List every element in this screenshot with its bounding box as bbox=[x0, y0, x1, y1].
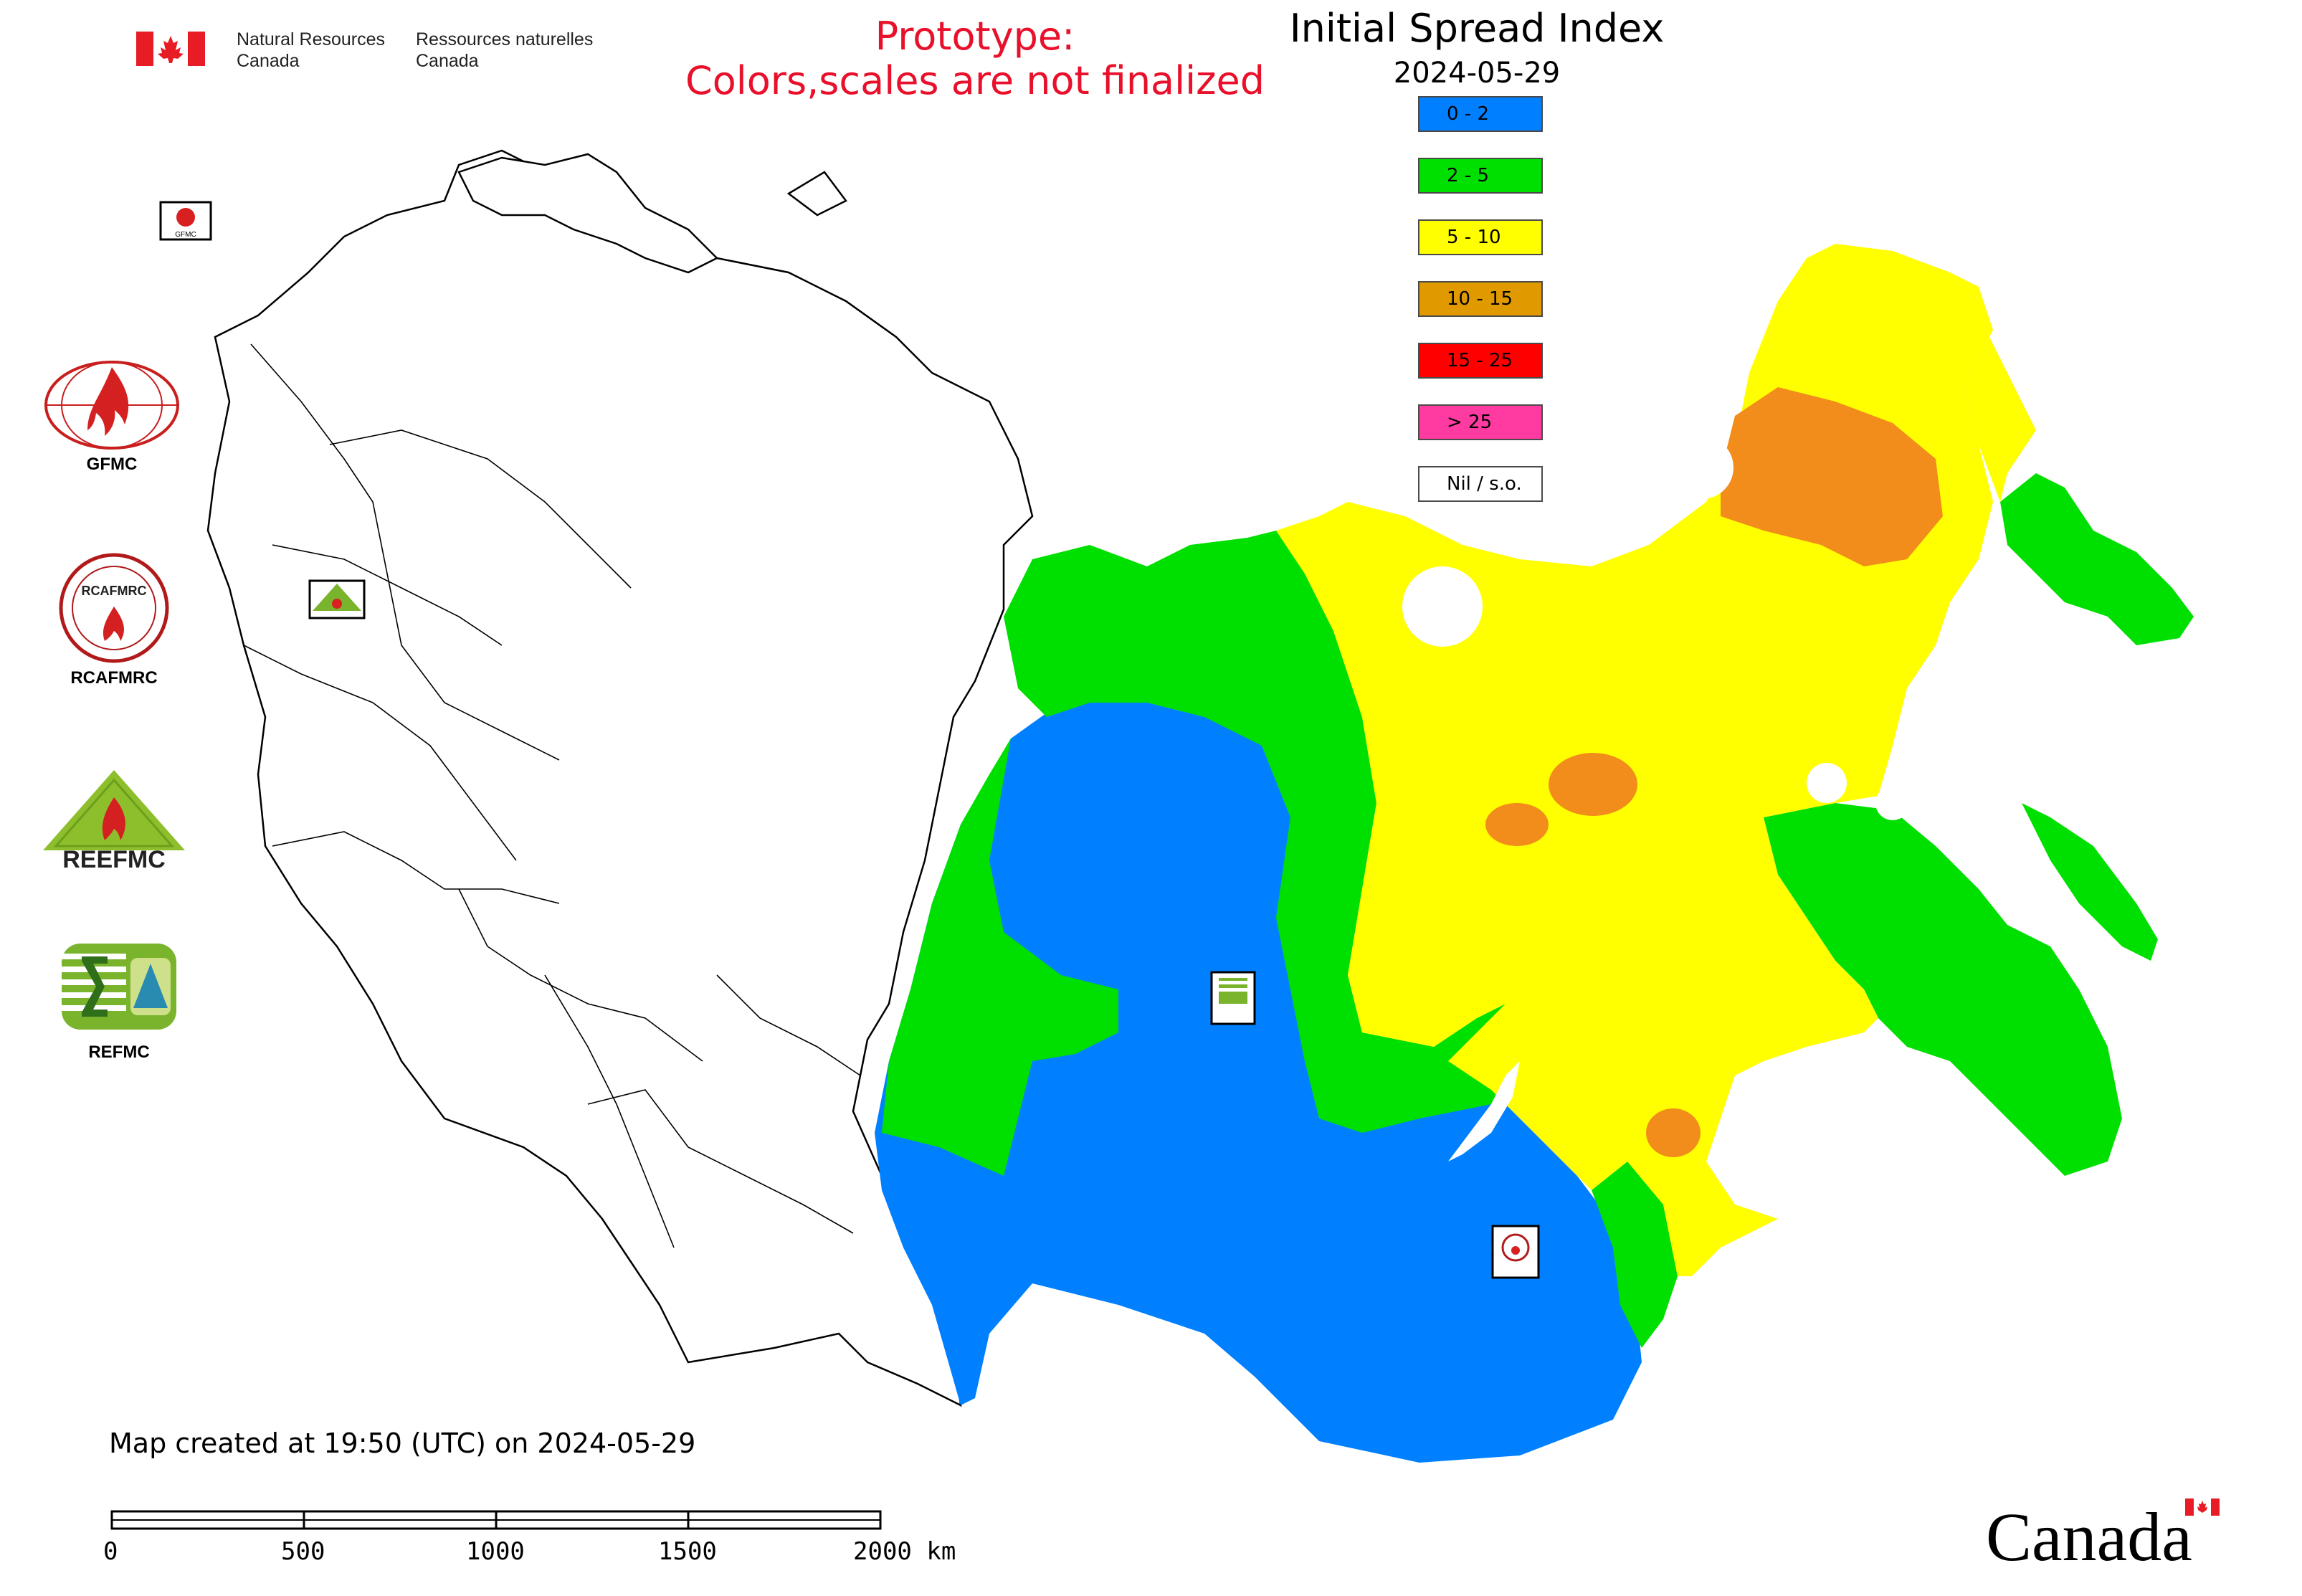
legend-label: 0 - 2 bbox=[1447, 103, 1489, 125]
dept-name-fr: Ressources naturelles Canada bbox=[416, 29, 593, 72]
legend-label: 2 - 5 bbox=[1447, 165, 1489, 186]
legend-item-2: 5 - 10 bbox=[1418, 219, 1543, 255]
map-logo-reefmc bbox=[308, 579, 366, 619]
class-2-5-south bbox=[1592, 1162, 1678, 1348]
scale-bar-graphic bbox=[110, 1510, 882, 1530]
rcafmrc-caption: RCAFMRC bbox=[70, 668, 158, 688]
gfmc-logo: GFMC bbox=[40, 358, 191, 475]
reefmc-logo: REEFMC bbox=[39, 766, 189, 876]
nil-area bbox=[1807, 763, 1847, 803]
legend-item-4: 15 - 25 bbox=[1418, 343, 1543, 379]
spread-index-raster bbox=[875, 244, 2194, 1463]
dept-en-line2: Canada bbox=[237, 51, 300, 71]
lake-baikal bbox=[1448, 1061, 1520, 1162]
class-2-5-north bbox=[1004, 531, 1520, 1133]
canada-wordmark: Canada bbox=[1986, 1491, 2230, 1575]
canada-wordmark-text: Canada bbox=[1986, 1498, 2192, 1570]
dept-fr-line1: Ressources naturelles bbox=[416, 29, 594, 49]
maple-leaf-icon bbox=[2185, 1498, 2220, 1516]
scale-label-0: 0 bbox=[103, 1537, 118, 1566]
legend-label: > 25 bbox=[1447, 412, 1493, 433]
rcafmrc-logo: RCAFMRC RCAFMRC bbox=[53, 551, 175, 688]
dept-fr-line2: Canada bbox=[416, 51, 479, 71]
reefmc-emblem-icon: REEFMC bbox=[43, 770, 185, 873]
scale-label-2000: 2000 km bbox=[853, 1537, 956, 1566]
class-10-15-amur bbox=[1646, 1108, 1701, 1157]
refmc-emblem-icon bbox=[62, 944, 176, 1030]
dept-name-en: Natural Resources Canada bbox=[237, 29, 385, 72]
canada-wordmark-graphic: Canada bbox=[1986, 1498, 2220, 1575]
legend-label: Nil / s.o. bbox=[1447, 473, 1522, 495]
gfmc-caption: GFMC bbox=[86, 455, 138, 474]
refmc-logo: REFMC bbox=[62, 944, 176, 1063]
scale-bar: 0 500 1000 1500 2000 km bbox=[93, 1500, 989, 1579]
gfmc-emblem-icon bbox=[44, 361, 179, 450]
map-logo-gfmc: GFMC bbox=[159, 201, 212, 241]
canada-flag-icon bbox=[136, 32, 205, 66]
land-outline bbox=[206, 149, 1034, 1407]
nil-area bbox=[1875, 786, 1910, 820]
class-10-15-kolyma bbox=[1721, 387, 1943, 566]
map-logo-gfmc-label: GFMC bbox=[175, 231, 196, 239]
legend-label: 5 - 10 bbox=[1447, 227, 1501, 248]
legend-item-5: > 25 bbox=[1418, 404, 1543, 440]
prototype-line2: Colors,scales are not finalized bbox=[685, 58, 1265, 103]
refmc-caption: REFMC bbox=[88, 1042, 150, 1062]
map-logo-rcafmrc bbox=[1491, 1225, 1540, 1279]
class-2-5-west bbox=[882, 738, 1118, 1176]
class-10-15-yakutia bbox=[1549, 753, 1637, 816]
prototype-notice: Prototype: Colors,scales are not finaliz… bbox=[631, 14, 1319, 103]
legend-item-0: 0 - 2 bbox=[1418, 96, 1543, 132]
class-2-5-east bbox=[1764, 803, 2122, 1176]
reefmc-wordmark: REEFMC bbox=[62, 846, 166, 873]
legend-item-6: Nil / s.o. bbox=[1418, 466, 1543, 502]
class-0-2-area bbox=[875, 688, 1642, 1463]
nil-area bbox=[1670, 436, 1733, 499]
map-date: 2024-05-29 bbox=[1393, 57, 1561, 90]
legend-item-3: 10 - 15 bbox=[1418, 281, 1543, 317]
class-5-10-northeast bbox=[1807, 244, 2036, 502]
legend-label: 15 - 25 bbox=[1447, 350, 1513, 371]
map-title: Initial Spread Index bbox=[1289, 6, 1665, 51]
rcafmrc-emblem-icon: RCAFMRC bbox=[59, 553, 169, 663]
legend-label: 10 - 15 bbox=[1447, 288, 1513, 310]
scale-label-1500: 1500 bbox=[658, 1537, 717, 1566]
nrcan-signature: Natural Resources Canada Ressources natu… bbox=[136, 27, 609, 77]
dept-en-line1: Natural Resources bbox=[237, 29, 386, 49]
prototype-line1: Prototype: bbox=[875, 14, 1075, 59]
rcafmrc-wordmark: RCAFMRC bbox=[82, 584, 147, 598]
region-borders bbox=[243, 343, 861, 1248]
map-logo-refmc bbox=[1210, 971, 1256, 1025]
scale-label-1000: 1000 bbox=[466, 1537, 525, 1566]
class-10-15-yakutia-2 bbox=[1485, 803, 1549, 846]
scale-label-500: 500 bbox=[281, 1537, 325, 1566]
nil-area bbox=[1402, 566, 1483, 647]
map-created-timestamp: Map created at 19:50 (UTC) on 2024-05-29 bbox=[109, 1428, 696, 1459]
legend-item-1: 2 - 5 bbox=[1418, 158, 1543, 194]
class-2-5-sakhalin bbox=[2022, 803, 2158, 961]
class-2-5-kamchatka bbox=[2000, 473, 2194, 645]
